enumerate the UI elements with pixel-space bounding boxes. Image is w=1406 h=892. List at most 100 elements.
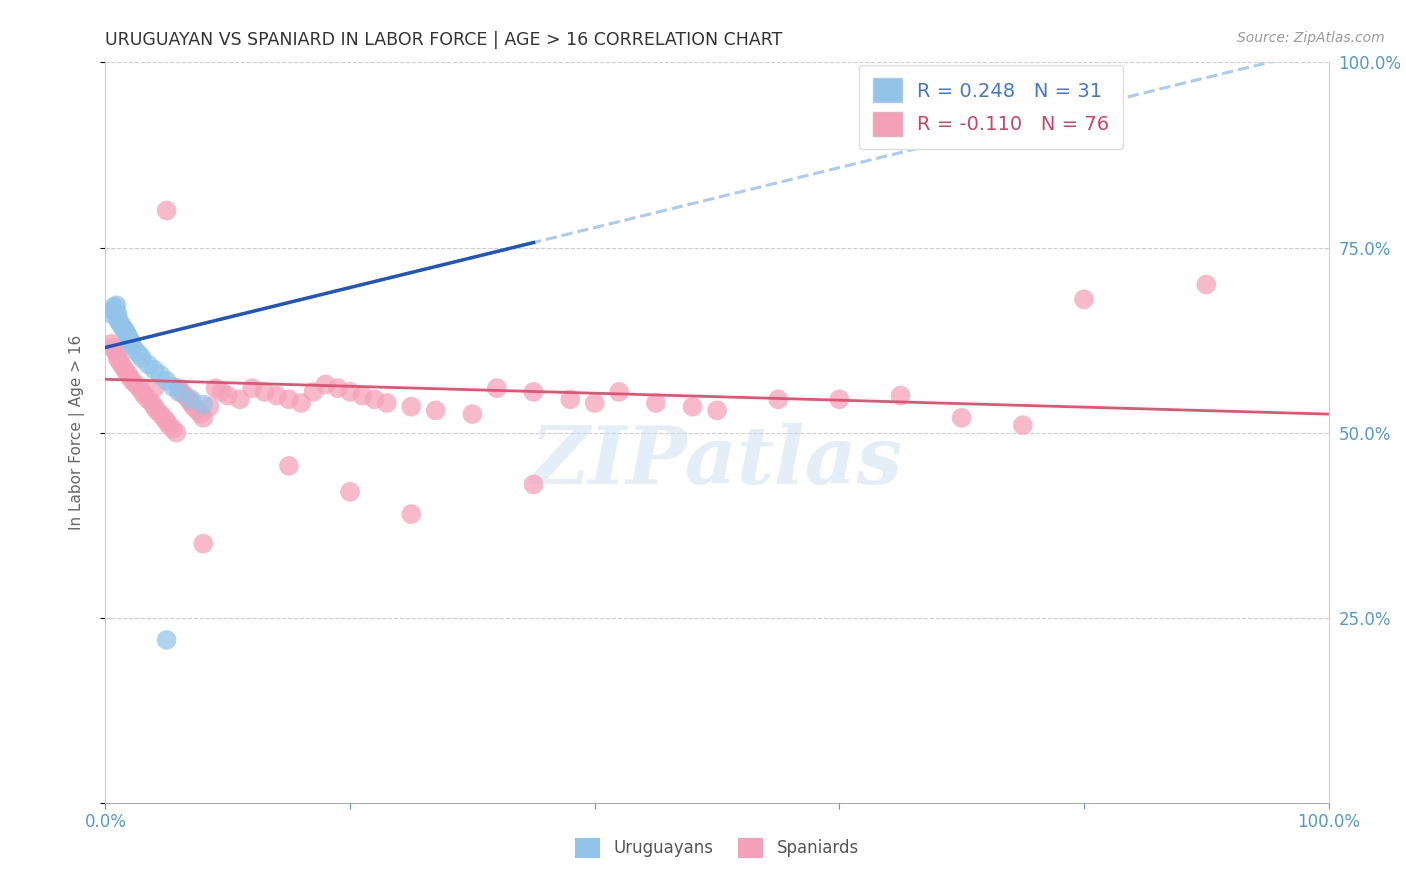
Point <box>100 336 122 351</box>
Point <box>153 410 176 425</box>
Point <box>186 403 208 417</box>
Point <box>193 537 215 551</box>
Point <box>290 396 312 410</box>
Point <box>108 355 131 369</box>
Point <box>105 298 128 312</box>
Point <box>118 333 141 347</box>
Point <box>143 362 166 376</box>
Point <box>401 400 423 414</box>
Point <box>121 338 143 352</box>
Point <box>115 326 138 340</box>
Point <box>121 374 143 388</box>
Point <box>180 392 202 407</box>
Point <box>156 632 179 647</box>
Point <box>156 415 179 429</box>
Point <box>193 397 215 411</box>
Point <box>204 381 226 395</box>
Point <box>108 316 131 330</box>
Point <box>174 389 197 403</box>
Point <box>128 381 150 395</box>
Point <box>828 392 851 407</box>
Point <box>253 384 276 399</box>
Point <box>607 384 630 399</box>
Point <box>162 422 184 436</box>
Y-axis label: In Labor Force | Age > 16: In Labor Force | Age > 16 <box>69 335 84 530</box>
Point <box>107 307 129 321</box>
Point <box>167 384 190 399</box>
Point <box>146 403 169 417</box>
Point <box>100 307 122 321</box>
Point <box>278 392 301 407</box>
Point <box>950 410 973 425</box>
Point <box>118 331 141 345</box>
Point <box>1073 293 1095 307</box>
Point <box>125 344 148 359</box>
Point <box>104 344 127 359</box>
Point <box>149 368 172 382</box>
Point <box>768 392 790 407</box>
Point <box>134 389 156 403</box>
Point <box>183 400 205 414</box>
Point <box>485 381 508 395</box>
Point <box>266 389 288 403</box>
Text: URUGUAYAN VS SPANIARD IN LABOR FORCE | AGE > 16 CORRELATION CHART: URUGUAYAN VS SPANIARD IN LABOR FORCE | A… <box>105 31 783 49</box>
Point <box>107 351 129 366</box>
Point <box>352 389 374 403</box>
Point <box>461 407 484 421</box>
Point <box>165 425 187 440</box>
Point <box>682 400 704 414</box>
Point <box>217 389 239 403</box>
Point <box>104 301 127 316</box>
Point <box>149 407 172 421</box>
Point <box>375 396 398 410</box>
Point <box>170 384 193 399</box>
Point <box>180 396 202 410</box>
Point <box>706 403 728 417</box>
Point <box>211 384 233 399</box>
Point <box>125 377 148 392</box>
Point <box>425 403 447 417</box>
Point <box>156 374 179 388</box>
Point <box>131 351 153 366</box>
Point <box>401 507 423 521</box>
Point <box>101 341 124 355</box>
Point <box>101 303 124 318</box>
Point <box>177 392 200 407</box>
Point <box>103 300 125 314</box>
Point <box>1011 418 1033 433</box>
Point <box>128 348 150 362</box>
Point <box>111 359 134 373</box>
Point <box>278 458 301 473</box>
Point <box>131 384 153 399</box>
Point <box>326 381 349 395</box>
Point <box>136 392 159 407</box>
Point <box>363 392 385 407</box>
Point <box>141 396 163 410</box>
Point <box>522 477 544 491</box>
Point <box>302 384 325 399</box>
Point <box>339 484 361 499</box>
Point <box>111 320 134 334</box>
Point <box>229 392 252 407</box>
Point <box>156 203 179 218</box>
Point <box>114 362 136 376</box>
Text: Source: ZipAtlas.com: Source: ZipAtlas.com <box>1237 31 1385 45</box>
Point <box>110 318 132 333</box>
Point <box>339 384 361 399</box>
Point <box>644 396 668 410</box>
Point <box>114 323 136 337</box>
Point <box>136 358 159 372</box>
Point <box>118 370 141 384</box>
Point <box>240 381 263 395</box>
Point <box>198 400 221 414</box>
Point <box>157 418 180 433</box>
Point <box>162 380 184 394</box>
Point <box>112 322 135 336</box>
Point <box>117 327 139 342</box>
Point <box>315 377 337 392</box>
Point <box>108 315 131 329</box>
Point <box>143 381 166 395</box>
Point <box>1195 277 1218 292</box>
Point <box>107 310 129 325</box>
Point <box>193 410 215 425</box>
